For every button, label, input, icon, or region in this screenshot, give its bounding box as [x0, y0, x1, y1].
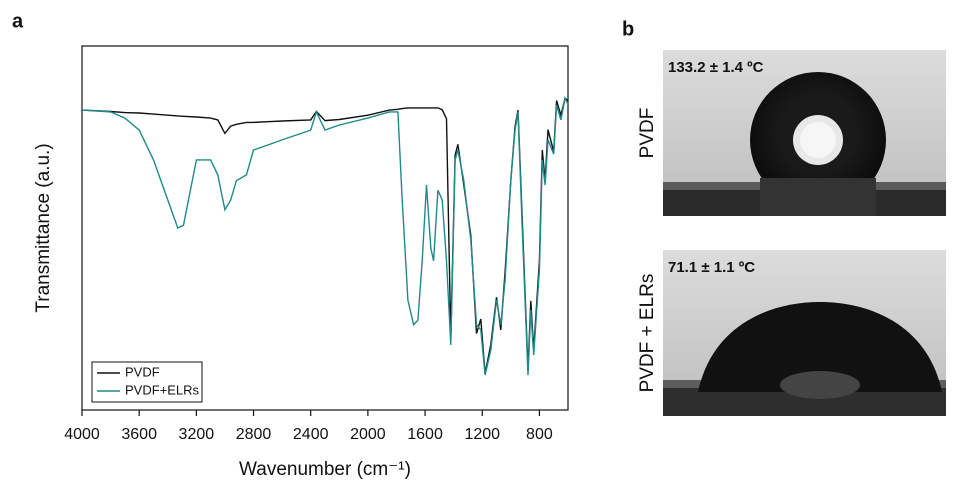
- contact-angle: 71.1 ± 1.1 ºC: [668, 259, 755, 276]
- panel-label: b: [622, 18, 634, 40]
- x-tick-label: 4000: [64, 426, 100, 443]
- x-tick-label: 2000: [350, 426, 386, 443]
- plot-frame: [81, 45, 569, 411]
- panel-label: a: [12, 10, 24, 32]
- sample-label: PVDF: [637, 108, 658, 159]
- x-tick-label: 2800: [236, 426, 272, 443]
- sample-label: PVDF + ELRs: [637, 274, 658, 393]
- x-tick-label: 2400: [293, 426, 329, 443]
- series-line: [81, 96, 569, 374]
- y-axis-title: Transmittance (a.u.): [33, 143, 54, 312]
- x-tick-label: 800: [526, 426, 553, 443]
- x-tick-label: 1200: [464, 426, 500, 443]
- x-axis-title: Wavenumber (cm⁻¹): [239, 459, 411, 480]
- x-tick-label: 3200: [179, 426, 215, 443]
- x-tick-label: 3600: [121, 426, 157, 443]
- contact-angle: 133.2 ± 1.4 ºC: [668, 59, 764, 76]
- legend-box: [91, 361, 203, 403]
- series-line: [81, 95, 569, 376]
- droplet-photo: [663, 50, 946, 216]
- legend-label: PVDF: [125, 364, 160, 379]
- droplet-photo: [663, 250, 946, 416]
- legend-label: PVDF+ELRs: [125, 382, 200, 397]
- x-tick-label: 1600: [407, 426, 443, 443]
